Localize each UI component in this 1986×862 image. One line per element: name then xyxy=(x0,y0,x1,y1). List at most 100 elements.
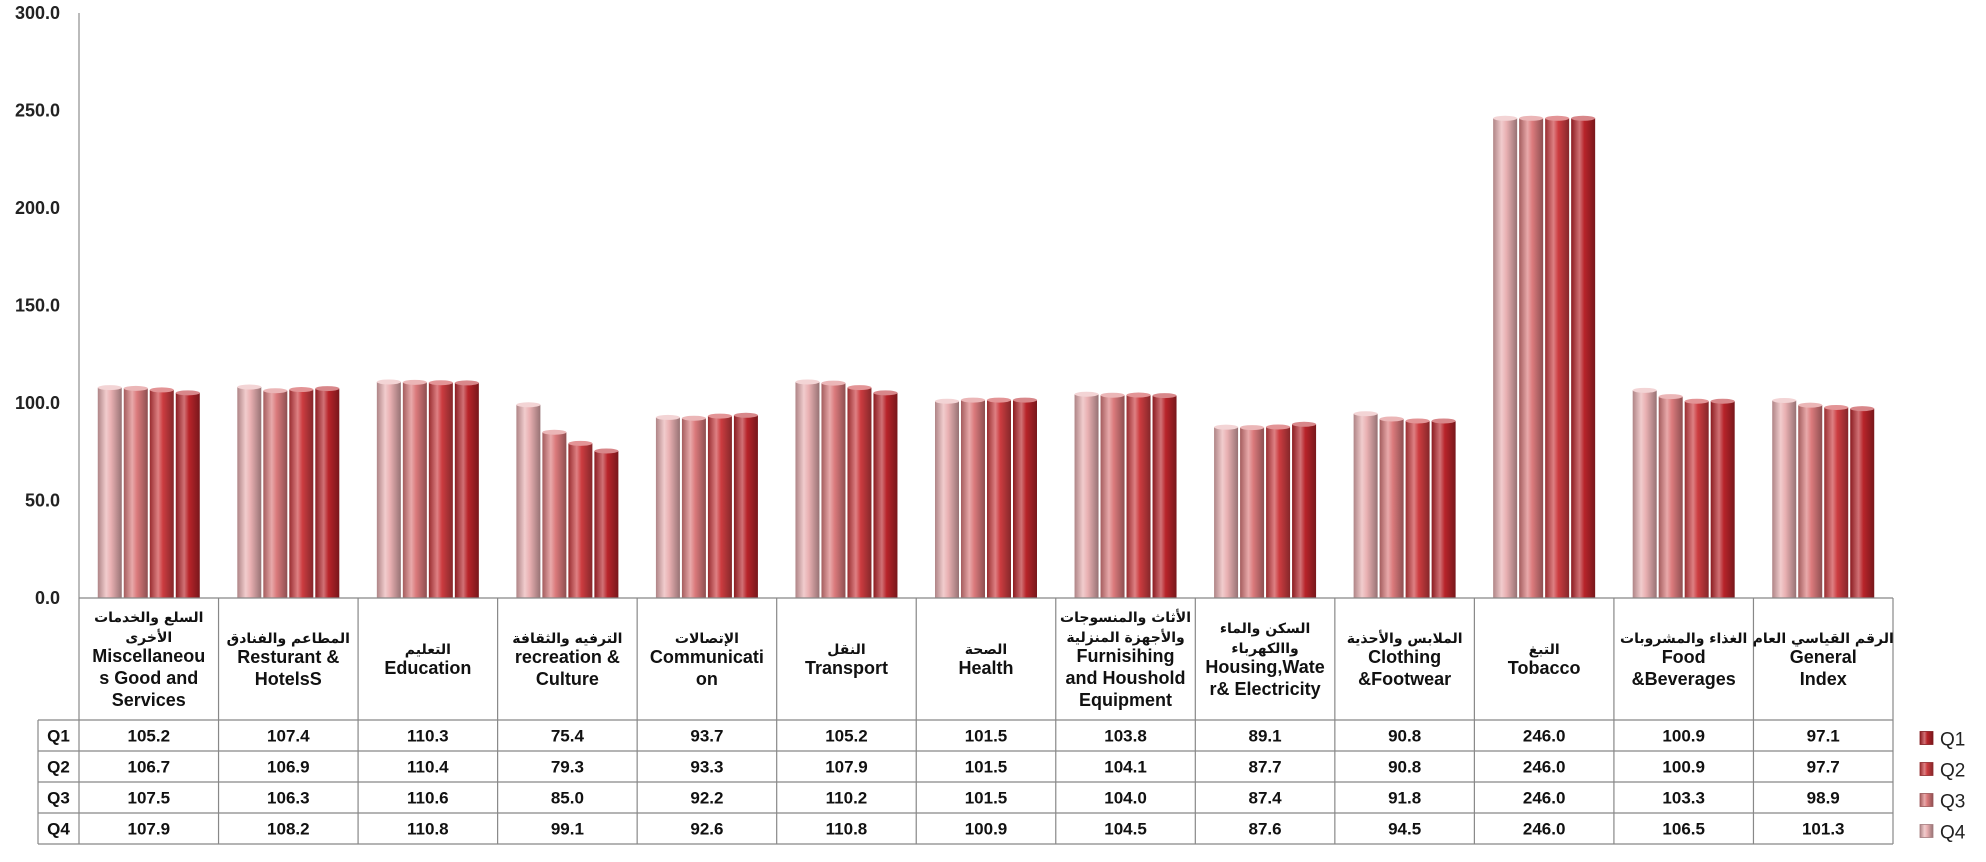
bar-top-q4 xyxy=(655,414,680,420)
category-label: Resturant & xyxy=(237,647,339,667)
bar-top-q4 xyxy=(795,379,820,385)
category-label: التعليم xyxy=(405,642,451,658)
legend-swatch-q3 xyxy=(1919,793,1934,807)
table-cell: 110.8 xyxy=(407,820,449,839)
table-cell: 87.4 xyxy=(1249,789,1283,808)
category-label: Index xyxy=(1800,669,1847,689)
category-label: Tobacco xyxy=(1508,658,1581,678)
table-cell: 89.1 xyxy=(1249,727,1282,746)
table-cell: 101.3 xyxy=(1802,820,1845,839)
bar-q2 xyxy=(149,389,174,598)
bar-top-q2 xyxy=(568,440,593,446)
bar-top-q4 xyxy=(97,385,122,391)
bar-q2 xyxy=(428,382,453,598)
category-label: HotelsS xyxy=(255,669,322,689)
bar-top-q1 xyxy=(1571,115,1596,121)
table-cell: 110.8 xyxy=(826,820,868,839)
category-label: and Houshold xyxy=(1066,668,1186,688)
bar-top-q4 xyxy=(1772,397,1797,403)
bar-top-q3 xyxy=(263,388,288,394)
bar-top-q1 xyxy=(1710,398,1735,404)
table-cell: 97.7 xyxy=(1807,758,1840,777)
category-label: Communicati xyxy=(650,647,764,667)
bar-top-q3 xyxy=(961,397,985,403)
bar-top-q1 xyxy=(594,448,619,454)
bar-q3 xyxy=(1798,405,1823,598)
bar-q4 xyxy=(795,381,820,598)
table-cell: 110.4 xyxy=(407,758,449,777)
bar-top-q3 xyxy=(123,385,148,391)
bar-q3 xyxy=(1658,396,1683,598)
bar-top-q4 xyxy=(1353,411,1378,417)
table-cell: 79.3 xyxy=(551,758,584,777)
table-cell: 90.8 xyxy=(1388,727,1421,746)
bar-top-q4 xyxy=(516,402,541,408)
table-cell: 106.9 xyxy=(267,758,310,777)
category-label: &Beverages xyxy=(1632,669,1736,689)
category-label: Housing,Wate xyxy=(1205,657,1324,677)
bar-q1 xyxy=(873,392,898,598)
table-cell: 105.2 xyxy=(825,727,868,746)
table-cell: 101.5 xyxy=(965,789,1008,808)
bar-q4 xyxy=(655,417,680,598)
bar-q4 xyxy=(1493,118,1518,599)
table-cell: 107.9 xyxy=(825,758,868,777)
category-label: واالكهرباء xyxy=(1231,641,1298,657)
table-cell: 92.2 xyxy=(690,789,723,808)
category-label: Equipment xyxy=(1079,690,1172,710)
bar-top-q4 xyxy=(1493,115,1518,121)
bar-q1 xyxy=(454,382,479,598)
table-cell: 91.8 xyxy=(1388,789,1421,808)
table-cell: 107.5 xyxy=(127,789,170,808)
axis-layer: 0.0 50.0 100.0 150.0 200.0 250.0 300.0 xyxy=(15,3,80,608)
bar-q2 xyxy=(1545,118,1570,599)
category-label: s Good and xyxy=(99,668,198,688)
bar-top-q4 xyxy=(1074,391,1099,397)
bar-top-q2 xyxy=(987,397,1011,403)
bar-q4 xyxy=(1353,413,1378,598)
bar-top-q3 xyxy=(1658,394,1683,400)
bar-q2 xyxy=(289,389,314,598)
legend: Q1 Q2 Q3 Q4 xyxy=(1919,730,1966,844)
category-label: on xyxy=(696,669,718,689)
bar-top-q4 xyxy=(1214,424,1239,430)
legend-label-q3: Q3 xyxy=(1940,792,1965,813)
bar-q3 xyxy=(681,418,706,598)
bar-q3 xyxy=(263,390,288,598)
table-cell: 110.2 xyxy=(826,789,868,808)
bar-q4 xyxy=(935,401,959,598)
bar-q1 xyxy=(594,450,619,598)
legend-swatch-q4 xyxy=(1919,824,1934,838)
bar-q4 xyxy=(376,381,401,598)
bar-top-q2 xyxy=(428,380,453,386)
legend-swatch-q1 xyxy=(1919,731,1934,745)
category-label: Miscellaneou xyxy=(92,646,205,666)
bar-q1 xyxy=(1850,408,1875,598)
table-cell: 92.6 xyxy=(690,820,723,839)
bar-top-q1 xyxy=(454,380,479,386)
bar-q1 xyxy=(315,388,340,598)
bar-q3 xyxy=(1379,418,1404,598)
category-label: السكن والماء xyxy=(1220,621,1310,637)
category-label: والأجهزة المنزلية xyxy=(1066,629,1184,646)
legend-swatch-q2 xyxy=(1919,762,1934,776)
category-label: Furnisihing xyxy=(1077,646,1175,666)
bar-top-q2 xyxy=(1824,404,1849,410)
category-label: Food xyxy=(1662,647,1706,667)
row-label-q4: Q4 xyxy=(47,820,70,839)
bar-q4 xyxy=(516,404,541,598)
table-cell: 99.1 xyxy=(551,820,584,839)
bar-q4 xyxy=(1632,390,1657,598)
bar-top-q3 xyxy=(1379,416,1404,422)
table-cell: 246.0 xyxy=(1523,758,1566,777)
table-cell: 87.6 xyxy=(1249,820,1282,839)
table-cell: 100.9 xyxy=(965,820,1008,839)
table-cell: 87.7 xyxy=(1249,758,1282,777)
bar-q2 xyxy=(707,416,732,598)
bar-top-q4 xyxy=(237,384,262,390)
category-label: الأخرى xyxy=(125,629,172,646)
bar-q3 xyxy=(542,432,567,598)
y-tick-label: 100.0 xyxy=(15,393,60,413)
bar-q1 xyxy=(1292,424,1317,598)
bar-q3 xyxy=(961,400,985,598)
